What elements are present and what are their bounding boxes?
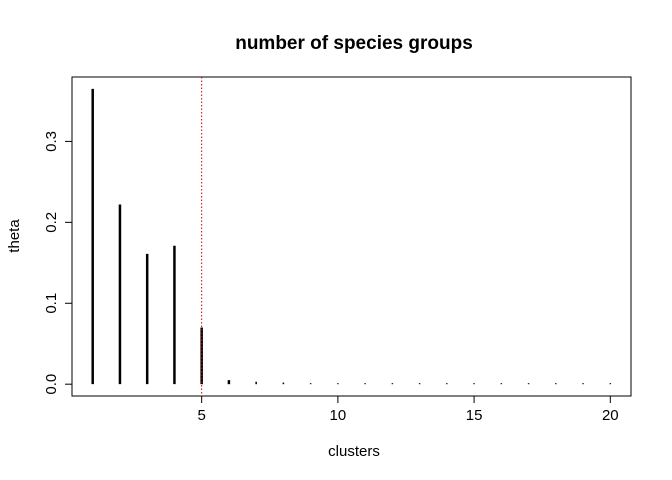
x-tick-label: 10	[330, 407, 347, 424]
bars-group	[91, 88, 612, 385]
plot-frame	[71, 76, 632, 397]
y-tick-label: 0.2	[43, 212, 60, 233]
x-axis-label: clusters	[328, 443, 380, 460]
y-axis-label: theta	[6, 219, 23, 253]
chart-title: number of species groups	[235, 33, 473, 54]
y-tick-label: 0.1	[43, 293, 60, 314]
x-tick-label: 5	[197, 407, 205, 424]
x-tick-label: 15	[466, 407, 483, 424]
x-tick-label: 20	[602, 407, 619, 424]
y-tick-label: 0.0	[43, 374, 60, 395]
y-axis: 0.0 0.1 0.2 0.3	[43, 131, 73, 395]
x-axis: 5 10 15 20	[197, 395, 619, 424]
y-tick-label: 0.3	[43, 131, 60, 152]
